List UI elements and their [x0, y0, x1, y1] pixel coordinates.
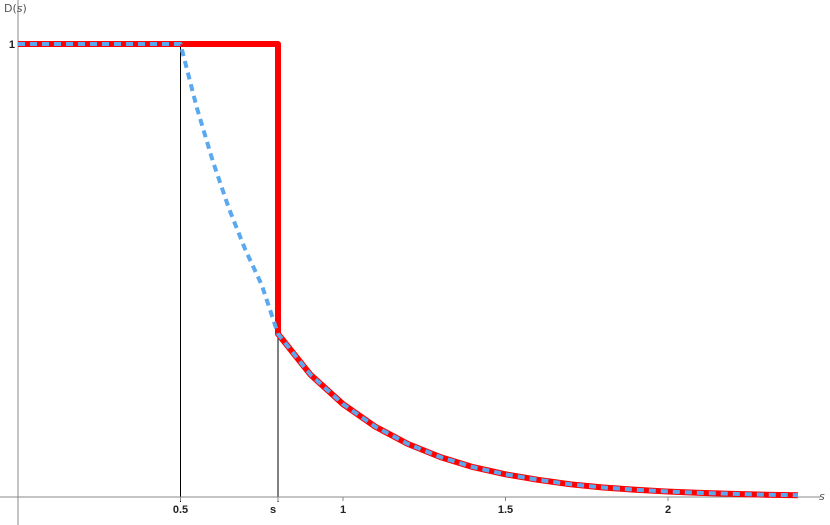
series-solid-line — [18, 41, 799, 499]
y-axis-label: D(s) — [4, 2, 27, 15]
y-tick-label-0: 1 — [9, 39, 15, 51]
x-tick-label-3: 1.5 — [498, 504, 513, 516]
x-tick-label-4: 2 — [665, 504, 671, 516]
y-axis-label-suffix: ) — [23, 2, 27, 15]
vertical-markers — [180, 44, 279, 502]
y-axis-label-prefix: D( — [4, 2, 17, 15]
x-tick-label-1: s — [270, 504, 276, 516]
x-tick-label-0: 0.5 — [173, 504, 188, 516]
series-group — [18, 41, 799, 499]
ticks: 0.5 s 1 1.5 2 1 — [9, 39, 671, 516]
series-dashed-line — [18, 42, 799, 498]
y-axis-label-var: s — [17, 2, 23, 15]
x-tick-label-2: 1 — [340, 504, 346, 516]
x-axis-label: s — [819, 490, 825, 503]
